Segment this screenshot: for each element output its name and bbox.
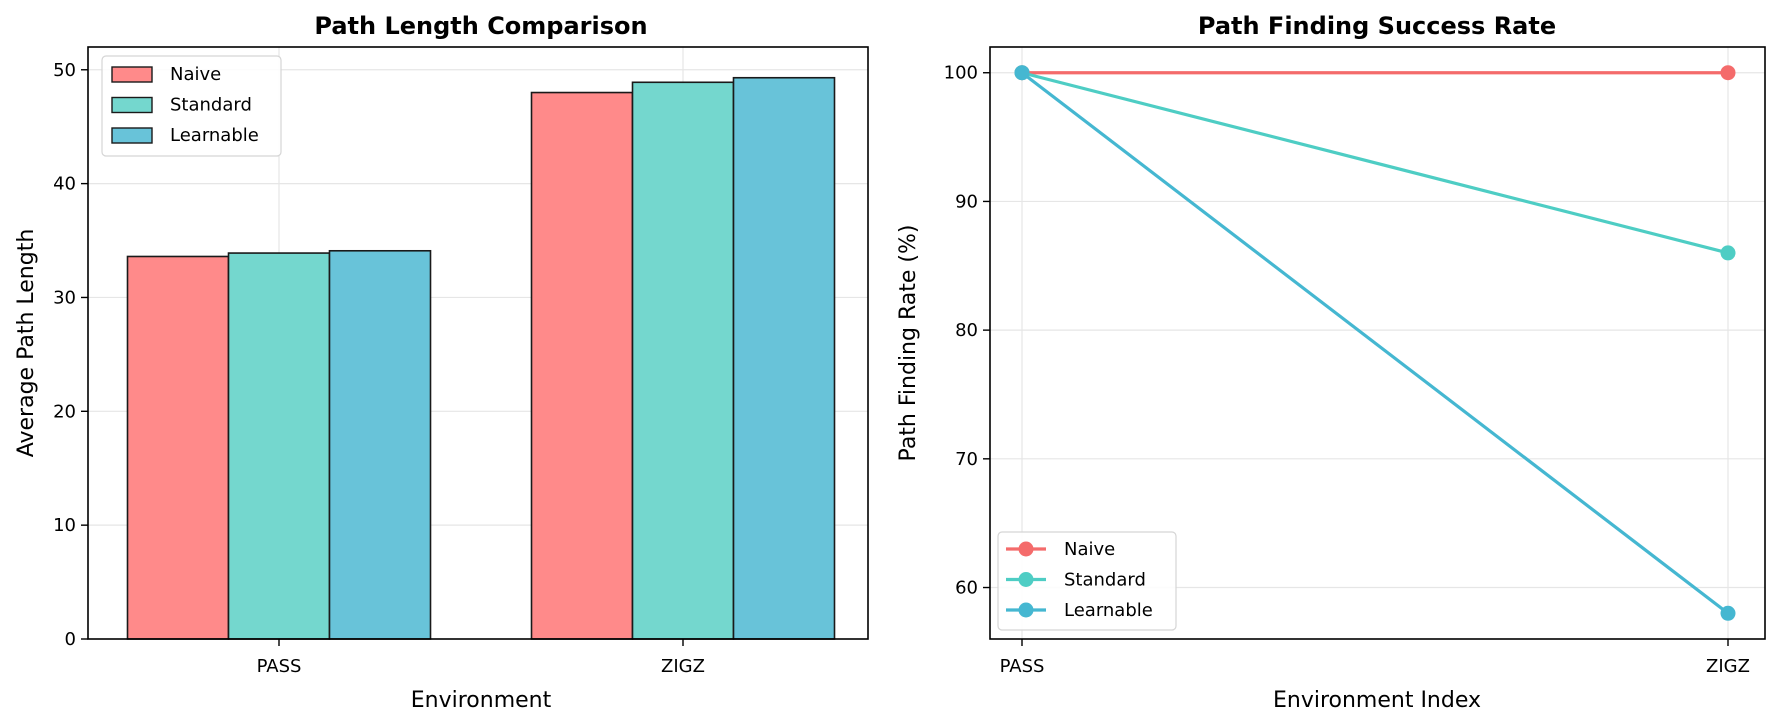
line-chart-x-ticks: PASS ZIGZ bbox=[1000, 639, 1750, 677]
line-legend-box bbox=[997, 531, 1177, 631]
bar-legend-label-standard: Standard bbox=[170, 95, 252, 116]
bar-y-tick-label: 10 bbox=[53, 515, 76, 536]
line-chart-x-label: Environment Index bbox=[1273, 688, 1481, 713]
line-x-tick-label: PASS bbox=[1000, 656, 1045, 677]
line-chart-frame bbox=[989, 46, 1766, 640]
bar-chart-legend: Naive Standard Learnable bbox=[101, 55, 282, 157]
point-naive-zigz bbox=[1720, 65, 1736, 81]
line-chart-panel: Path Finding Success Rate 60 70 80 90 100 PA… bbox=[896, 12, 1766, 713]
bar-x-tick-label: ZIGZ bbox=[661, 656, 705, 677]
bar-chart-x-label: Environment bbox=[411, 688, 552, 713]
bar-y-tick-label: 50 bbox=[53, 60, 76, 81]
line-y-tick-label: 70 bbox=[955, 449, 978, 470]
bar-naive-pass bbox=[126, 255, 230, 640]
bar-x-tick-label: PASS bbox=[257, 656, 302, 677]
line-legend-marker-naive bbox=[1018, 541, 1034, 557]
line-chart-legend: Naive Standard Learnable bbox=[997, 531, 1177, 631]
line-legend-label-naive: Naive bbox=[1064, 539, 1115, 560]
bar-naive-zigz bbox=[530, 91, 634, 640]
line-chart-y-label: Path Finding Rate (%) bbox=[896, 225, 921, 462]
bar-legend-swatch-naive bbox=[111, 66, 153, 83]
bar-y-tick-label: 20 bbox=[53, 401, 76, 422]
line-legend-marker-standard bbox=[1018, 572, 1034, 587]
line-chart-y-ticks: 60 70 80 90 100 bbox=[944, 63, 990, 599]
bar-chart-frame bbox=[87, 46, 869, 640]
bar-y-tick-label: 0 bbox=[65, 629, 76, 650]
line-series-standard bbox=[1021, 71, 1729, 255]
line-legend-label-standard: Standard bbox=[1064, 570, 1146, 591]
line-chart-title: Path Finding Success Rate bbox=[1198, 12, 1556, 40]
line-y-tick-label: 80 bbox=[955, 320, 978, 341]
bar-legend-swatch-learnable bbox=[111, 127, 153, 144]
bar-chart-title: Path Length Comparison bbox=[314, 12, 647, 40]
line-y-tick-label: 100 bbox=[944, 63, 978, 84]
point-learnable-zigz bbox=[1720, 605, 1736, 621]
bar-chart-x-ticks: PASS ZIGZ bbox=[257, 639, 705, 677]
bar-chart-panel: Path Length Comparison 0 10 20 30 40 50 PASS Z… bbox=[14, 12, 869, 713]
bar-chart-bars bbox=[126, 76, 836, 640]
line-legend-marker-learnable bbox=[1018, 602, 1034, 618]
line-y-tick-label: 90 bbox=[955, 191, 978, 212]
bar-legend-label-learnable: Learnable bbox=[170, 125, 259, 146]
line-chart-series bbox=[1014, 65, 1736, 621]
bar-y-tick-label: 30 bbox=[53, 287, 76, 308]
bar-learnable-pass bbox=[328, 249, 432, 640]
bar-chart-y-ticks: 0 10 20 30 40 50 bbox=[53, 60, 88, 650]
bar-standard-zigz bbox=[631, 81, 735, 640]
line-legend-label-learnable: Learnable bbox=[1064, 600, 1153, 621]
bar-standard-pass bbox=[227, 252, 331, 640]
bar-learnable-zigz bbox=[732, 76, 836, 640]
bar-chart-y-label: Average Path Length bbox=[14, 229, 39, 458]
line-series-learnable bbox=[1021, 71, 1729, 615]
bar-y-tick-label: 40 bbox=[53, 174, 76, 195]
point-standard-zigz bbox=[1720, 245, 1736, 261]
line-y-tick-label: 60 bbox=[955, 578, 978, 599]
bar-legend-swatch-standard bbox=[111, 96, 153, 114]
point-learnable-pass bbox=[1014, 65, 1030, 81]
bar-legend-label-naive: Naive bbox=[170, 64, 221, 85]
line-x-tick-label: ZIGZ bbox=[1706, 656, 1750, 677]
